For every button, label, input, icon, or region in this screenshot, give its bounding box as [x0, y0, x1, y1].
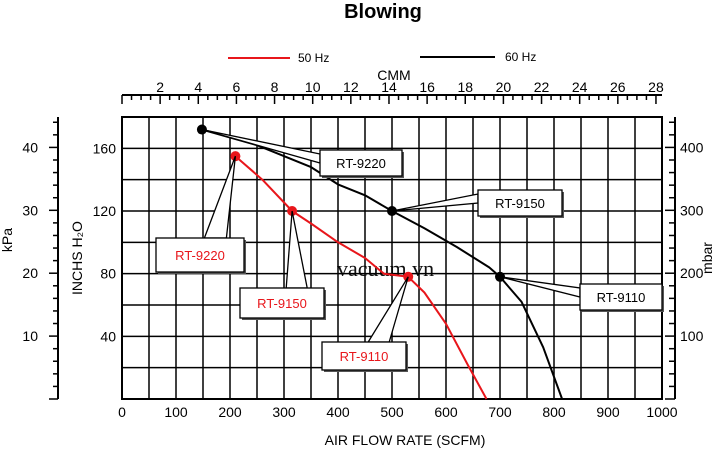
callout-rt-9110: RT-9110: [321, 276, 409, 372]
top-tick-label: 20: [496, 79, 512, 95]
top-tick-label: 8: [271, 79, 279, 95]
series-line-60hz: [201, 128, 564, 400]
watermark: vacuum.vn: [337, 256, 434, 281]
mbar-tick-label: 100: [680, 328, 704, 344]
callout-box: [321, 341, 407, 371]
top-tick-label: 14: [381, 79, 397, 95]
x-tick-label: 900: [596, 404, 620, 420]
chart-title: Blowing: [344, 1, 422, 23]
callout-pointer: [499, 276, 581, 298]
callout-label: RT-9110: [340, 349, 389, 364]
top-tick-label: 2: [156, 79, 164, 95]
x-tick-label: 700: [488, 404, 512, 420]
top-tick-label: 4: [194, 79, 202, 95]
callout-label: RT-9110: [597, 290, 646, 305]
top-tick-label: 18: [457, 79, 473, 95]
y-tick-label: 120: [93, 203, 117, 219]
callout-label: RT-9220: [336, 156, 386, 171]
x-tick-label: 600: [434, 404, 458, 420]
top-tick-label: 26: [610, 79, 626, 95]
top-tick-label: 28: [648, 79, 664, 95]
top-tick-label: 6: [233, 79, 241, 95]
callout-label: RT-9220: [175, 248, 225, 263]
callout-box: [477, 189, 563, 217]
x-tick-label: 100: [164, 404, 188, 420]
mbar-tick-label: 300: [680, 202, 704, 218]
x-tick-label: 1000: [646, 404, 677, 420]
callout-pointer: [201, 128, 321, 164]
callout-rt-9150: RT-9150: [391, 189, 564, 218]
x-tick-label: 500: [380, 404, 404, 420]
x-tick-label: 300: [272, 404, 296, 420]
callout-pointer: [285, 210, 308, 289]
callout-pointer: [391, 193, 479, 212]
callout-label: RT-9150: [495, 196, 545, 211]
series: [196, 124, 564, 400]
callouts: RT-9220 RT-9150 RT-9110 RT-9220 RT-9150 RT-91…: [155, 128, 664, 372]
kpa-tick-label: 20: [22, 265, 38, 281]
x-tick-label: 400: [326, 404, 350, 420]
mbar-tick-label: 400: [680, 139, 704, 155]
y-tick-label: 80: [100, 266, 116, 282]
x-tick-label: 200: [218, 404, 242, 420]
legend-label-60hz: 60 Hz: [505, 50, 536, 64]
legend-label-50hz: 50 Hz: [298, 51, 329, 65]
x-axis-label: AIR FLOW RATE (SCFM): [325, 432, 486, 448]
series-line-50hz: [234, 155, 488, 400]
callout-rt-9220: RT-9220: [201, 128, 404, 178]
callout-rt-9110: RT-9110: [499, 276, 664, 312]
kpa-tick-label: 30: [22, 202, 38, 218]
y-tick-label: 160: [93, 140, 117, 156]
top-tick-label: 24: [572, 79, 588, 95]
callout-rt-9150: RT-9150: [239, 210, 326, 320]
callout-label: RT-9150: [257, 296, 307, 311]
callout-rt-9220: RT-9220: [155, 155, 246, 274]
callout-box: [239, 287, 325, 319]
plot-frame: [121, 116, 663, 400]
x-tick-label: 800: [542, 404, 566, 420]
mbar-axis-label: mbar: [699, 242, 715, 274]
top-tick-label: 12: [343, 79, 359, 95]
top-axis-label: CMM: [377, 67, 410, 83]
callout-box: [579, 283, 663, 311]
y-axis-label: INCHS H₂O: [69, 221, 85, 295]
kpa-axis-label: kPa: [0, 228, 15, 252]
x-tick-label: 0: [118, 404, 126, 420]
top-tick-label: 22: [534, 79, 550, 95]
top-tick-label: 16: [419, 79, 435, 95]
callout-pointer: [367, 276, 409, 343]
y-tick-label: 40: [100, 328, 116, 344]
callout-box: [155, 237, 245, 273]
kpa-tick-label: 10: [22, 328, 38, 344]
callout-box: [319, 149, 403, 177]
top-tick-label: 10: [305, 79, 321, 95]
kpa-tick-label: 40: [22, 139, 38, 155]
mbar-tick-label: 200: [680, 265, 704, 281]
